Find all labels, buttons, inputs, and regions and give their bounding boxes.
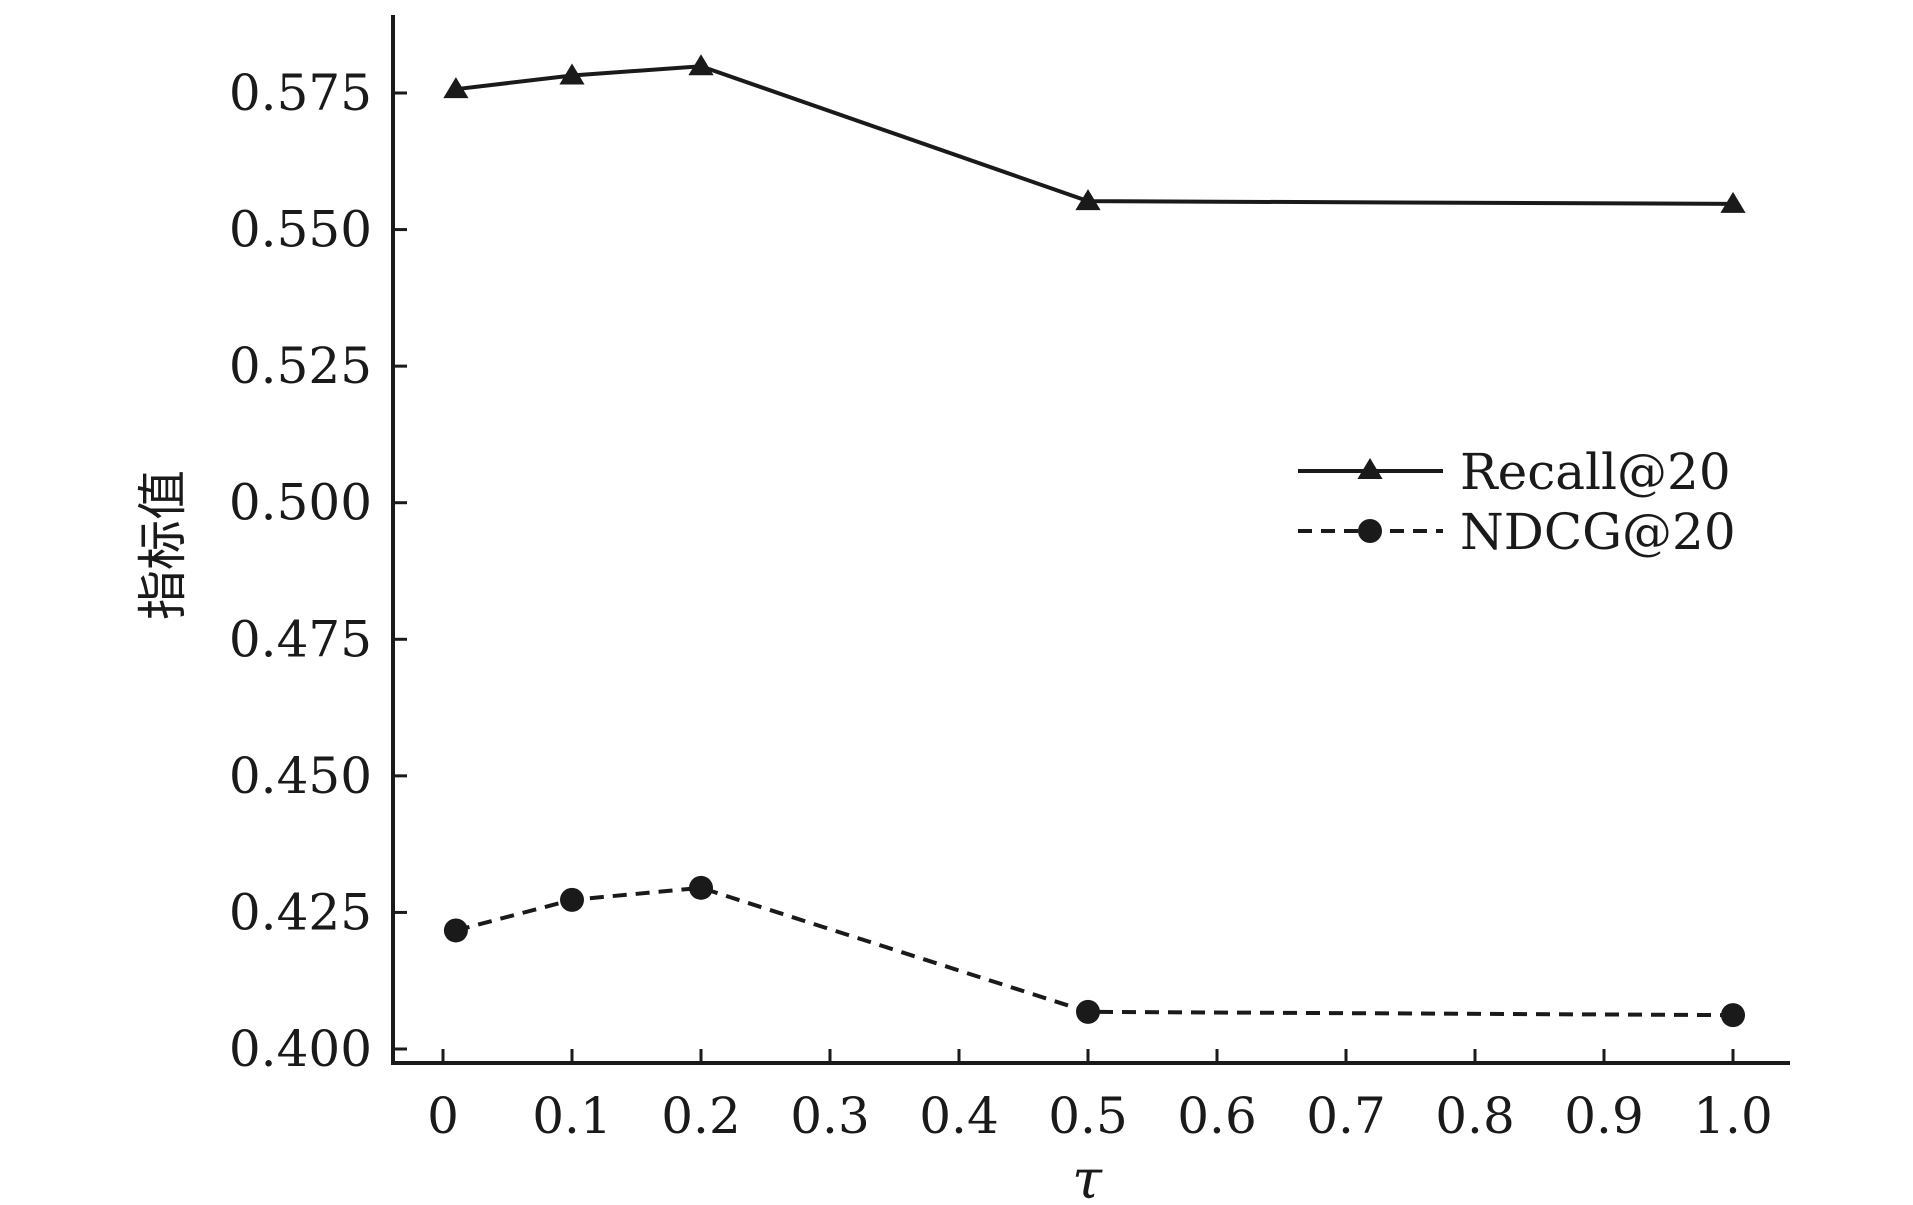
data-point-triangle bbox=[1720, 191, 1746, 213]
data-point-circle bbox=[1721, 1003, 1745, 1028]
series-recall-20 bbox=[443, 54, 1746, 213]
y-ticks: 0.400 0.425 0.450 0.475 0.500 0.525 0.550 0.575 bbox=[229, 64, 407, 1078]
y-tick-label: 0.500 bbox=[229, 474, 372, 532]
series-line bbox=[455, 64, 1734, 206]
data-point-triangle bbox=[559, 63, 585, 85]
y-tick-label: 0.425 bbox=[229, 883, 372, 941]
x-axis-title: τ bbox=[1072, 1148, 1103, 1205]
x-tick-label: 0.1 bbox=[532, 1087, 612, 1145]
legend-item: Recall@20 bbox=[1298, 443, 1731, 501]
series-ndcg-20 bbox=[443, 875, 1745, 1028]
legend-marker-circle bbox=[1358, 519, 1382, 543]
legend-label: NDCG@20 bbox=[1460, 503, 1736, 561]
data-point-circle bbox=[560, 887, 584, 912]
y-tick-label: 0.450 bbox=[229, 747, 372, 805]
x-tick-label: 0.7 bbox=[1306, 1087, 1386, 1145]
x-tick-label: 1.0 bbox=[1693, 1087, 1773, 1145]
x-tick-label: 0.2 bbox=[661, 1087, 741, 1145]
axes bbox=[391, 15, 1790, 1065]
x-tick-label: 0.3 bbox=[790, 1087, 870, 1145]
x-tick-label: 0.8 bbox=[1435, 1087, 1515, 1145]
data-point-circle bbox=[443, 918, 468, 943]
x-tick-label: 0.9 bbox=[1564, 1087, 1644, 1145]
data-point-circle bbox=[689, 875, 713, 900]
plot-area bbox=[443, 54, 1746, 1028]
data-point-triangle bbox=[688, 54, 714, 76]
legend-marker-triangle bbox=[1357, 458, 1383, 479]
x-ticks: 0 0.1 0.2 0.3 0.4 0.5 0.6 0.7 0.8 0.9 1.0 bbox=[427, 1049, 1773, 1145]
x-tick-label: 0.5 bbox=[1048, 1087, 1128, 1145]
y-tick-label: 0.550 bbox=[229, 201, 372, 259]
legend-item: NDCG@20 bbox=[1298, 503, 1736, 561]
series-line bbox=[455, 885, 1734, 1018]
data-point-triangle bbox=[443, 77, 469, 99]
y-tick-label: 0.525 bbox=[229, 337, 372, 395]
data-point-triangle bbox=[1075, 189, 1101, 211]
y-tick-label: 0.400 bbox=[229, 1020, 372, 1078]
x-tick-label: 0.6 bbox=[1177, 1087, 1257, 1145]
y-tick-label: 0.575 bbox=[229, 64, 372, 122]
x-tick-label: 0 bbox=[427, 1087, 459, 1145]
y-axis-title: 指标值 bbox=[134, 470, 192, 620]
legend-label: Recall@20 bbox=[1460, 443, 1731, 501]
data-point-circle bbox=[1076, 999, 1100, 1024]
y-tick-label: 0.475 bbox=[229, 610, 372, 668]
x-tick-label: 0.4 bbox=[919, 1087, 999, 1145]
